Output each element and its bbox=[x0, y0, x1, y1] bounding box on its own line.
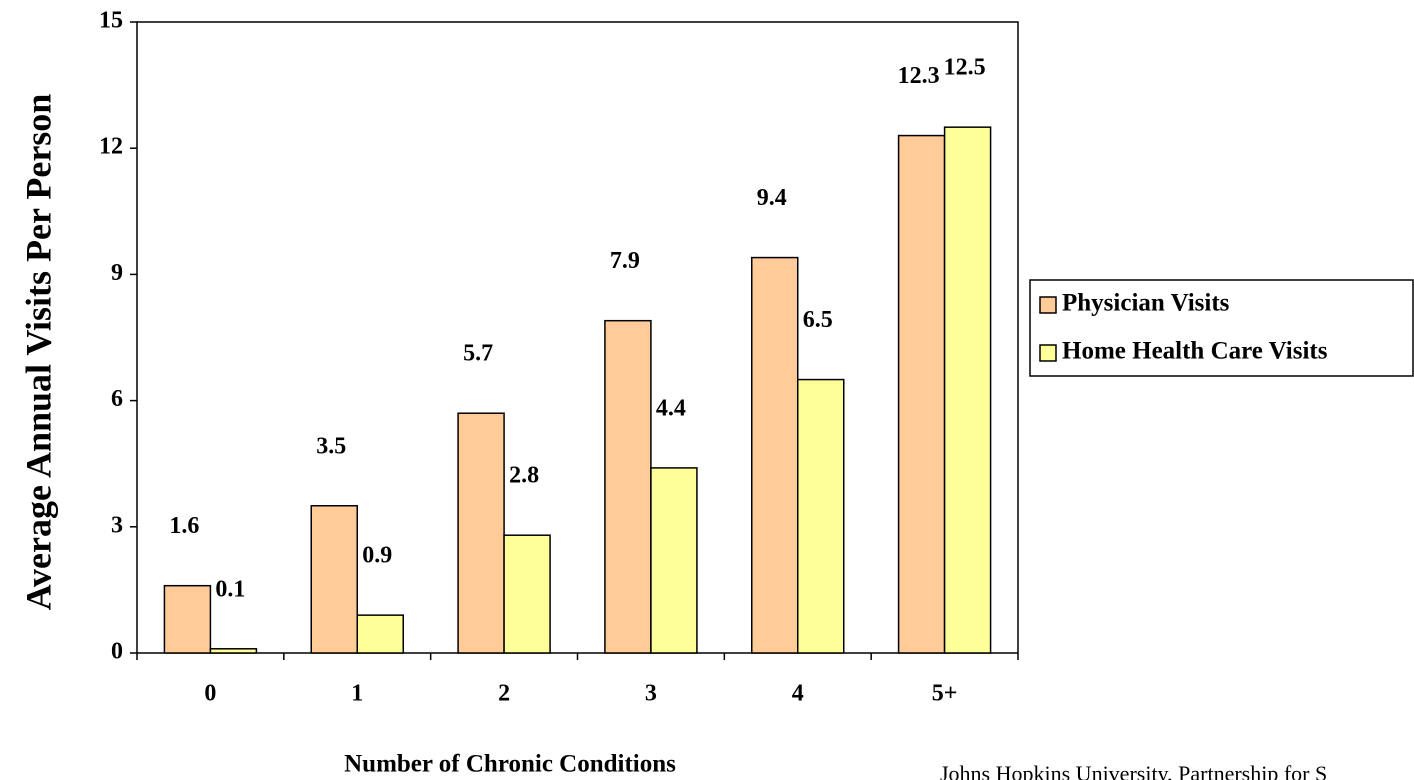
x-tick-label: 1 bbox=[351, 681, 363, 707]
bar bbox=[797, 378, 845, 654]
source-note: Johns Hopkins University, Partnership fo… bbox=[940, 761, 1327, 780]
y-tick-label: 6 bbox=[111, 386, 123, 412]
x-tick-label: 5+ bbox=[932, 681, 958, 707]
bar bbox=[163, 584, 212, 654]
value-label: 0.9 bbox=[362, 543, 392, 569]
y-tick-label: 15 bbox=[99, 8, 123, 34]
bar bbox=[897, 134, 946, 654]
x-tick-label: 4 bbox=[792, 681, 804, 707]
value-label: 3.5 bbox=[316, 433, 346, 459]
value-label: 1.6 bbox=[169, 513, 199, 539]
x-tick-label: 0 bbox=[204, 681, 216, 707]
value-label: 4.4 bbox=[656, 395, 686, 421]
legend-box bbox=[1029, 279, 1414, 377]
x-axis-label: Number of Chronic Conditions bbox=[344, 751, 676, 778]
plot-frame bbox=[136, 21, 1019, 654]
bar bbox=[751, 256, 799, 654]
value-label: 5.7 bbox=[463, 341, 493, 367]
legend-swatch bbox=[1039, 296, 1057, 314]
bar bbox=[209, 648, 258, 654]
value-label: 12.5 bbox=[944, 55, 986, 81]
legend-label: Home Health Care Visits bbox=[1062, 338, 1328, 365]
bar bbox=[604, 319, 652, 654]
y-tick-label: 12 bbox=[99, 134, 123, 160]
bar bbox=[650, 467, 698, 654]
bar bbox=[310, 505, 358, 654]
value-label: 12.3 bbox=[898, 63, 940, 89]
value-label: 6.5 bbox=[803, 307, 833, 333]
value-label: 7.9 bbox=[610, 248, 640, 274]
legend-label: Physician Visits bbox=[1062, 290, 1230, 317]
bar bbox=[356, 614, 404, 654]
x-tick-label: 3 bbox=[645, 681, 657, 707]
legend-swatch bbox=[1039, 344, 1057, 362]
y-tick-label: 9 bbox=[111, 260, 123, 286]
value-label: 9.4 bbox=[757, 185, 787, 211]
y-tick-label: 3 bbox=[111, 512, 123, 538]
bar bbox=[503, 534, 551, 654]
bar bbox=[457, 412, 505, 654]
value-label: 2.8 bbox=[509, 463, 539, 489]
x-tick-label: 2 bbox=[498, 681, 510, 707]
y-tick-label: 0 bbox=[111, 639, 123, 665]
value-label: 0.1 bbox=[215, 576, 245, 602]
y-axis-label: Average Annual Visits Per Person bbox=[18, 94, 58, 611]
bar bbox=[943, 126, 992, 654]
